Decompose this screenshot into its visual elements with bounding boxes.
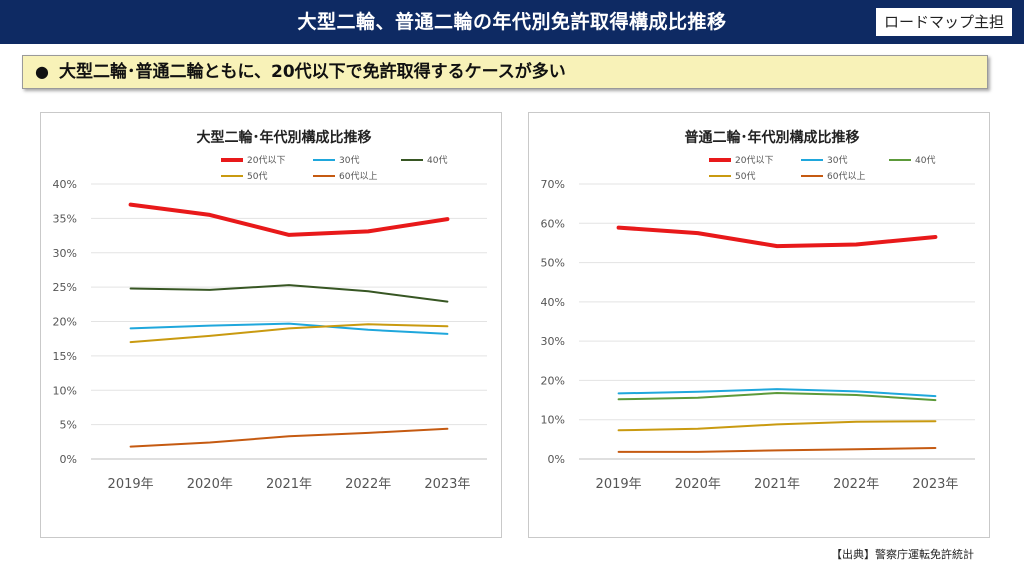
- chart-title: 大型二輪･年代別構成比推移: [197, 129, 372, 146]
- series-line-0: [616, 225, 938, 249]
- headline-text: 大型二輪･普通二輪ともに、20代以下で免許取得するケースが多い: [59, 62, 566, 82]
- chart-panel-normal-motorcycle: 普通二輪･年代別構成比推移 20代以下 30代 40代 50代 60代以上 0% 10% 20%…: [528, 112, 990, 538]
- y-tick-label: 40%: [541, 296, 565, 309]
- x-tick-label: 2022年: [833, 477, 879, 492]
- page-title: 大型二輪、普通二輪の年代別免許取得構成比推移: [297, 11, 727, 33]
- x-tick-label: 2023年: [424, 477, 470, 492]
- y-tick-label: 10%: [53, 384, 77, 397]
- y-tick-label: 15%: [53, 350, 77, 363]
- legend-label-1: 30代: [827, 155, 847, 166]
- y-tick-label: 40%: [53, 178, 77, 191]
- y-tick-label: 50%: [541, 257, 565, 270]
- series-line-1: [129, 322, 449, 335]
- chart-panel-large-motorcycle: 大型二輪･年代別構成比推移 20代以下 30代 40代 50代 60代以上 0% 5% 10% 1…: [40, 112, 502, 538]
- y-tick-label: 25%: [53, 281, 77, 294]
- x-tick-label: 2020年: [187, 477, 233, 492]
- legend-label-3: 50代: [735, 171, 755, 182]
- y-tick-label: 20%: [541, 374, 565, 387]
- y-tick-label: 0%: [60, 453, 77, 466]
- chart-title: 普通二輪･年代別構成比推移: [685, 129, 860, 146]
- x-tick-label: 2021年: [754, 477, 800, 492]
- legend-label-4: 60代以上: [827, 171, 865, 182]
- series-line-1: [617, 388, 937, 398]
- y-tick-label: 20%: [53, 316, 77, 329]
- y-tick-label: 10%: [541, 414, 565, 427]
- series-line-4: [129, 427, 449, 448]
- series-line-2: [129, 284, 449, 303]
- x-tick-label: 2019年: [108, 477, 154, 492]
- source-note: 【出典】警察庁運転免許統計: [831, 548, 974, 561]
- header-bar: 大型二輪、普通二輪の年代別免許取得構成比推移 ロードマップ主担: [0, 0, 1024, 44]
- x-tick-label: 2022年: [345, 477, 391, 492]
- y-tick-label: 5%: [60, 419, 77, 432]
- legend-label-2: 40代: [915, 155, 935, 166]
- series-line-2: [617, 392, 937, 402]
- headline-box: ● 大型二輪･普通二輪ともに、20代以下で免許取得するケースが多い: [22, 55, 988, 89]
- y-tick-label: 70%: [541, 178, 565, 191]
- x-tick-label: 2019年: [596, 477, 642, 492]
- series-line-3: [617, 420, 937, 432]
- legend-label-3: 50代: [247, 171, 267, 182]
- y-tick-label: 30%: [53, 247, 77, 260]
- x-tick-label: 2021年: [266, 477, 312, 492]
- y-tick-label: 30%: [541, 335, 565, 348]
- bullet-icon: ●: [35, 62, 49, 81]
- chart-normal-motorcycle: 普通二輪･年代別構成比推移 20代以下 30代 40代 50代 60代以上 0% 10% 20%…: [541, 129, 975, 492]
- series-line-3: [129, 323, 449, 344]
- y-tick-label: 0%: [548, 453, 565, 466]
- chart-large-motorcycle: 大型二輪･年代別構成比推移 20代以下 30代 40代 50代 60代以上 0% 5% 10% 1…: [53, 129, 487, 492]
- y-tick-label: 60%: [541, 217, 565, 230]
- roadmap-badge: ロードマップ主担: [873, 6, 1014, 38]
- legend-label-0: 20代以下: [735, 155, 773, 166]
- legend-label-4: 60代以上: [339, 171, 377, 182]
- legend-label-0: 20代以下: [247, 155, 285, 166]
- legend-label-2: 40代: [427, 155, 447, 166]
- series-line-4: [617, 447, 937, 453]
- x-tick-label: 2020年: [675, 477, 721, 492]
- x-tick-label: 2023年: [912, 477, 958, 492]
- series-line-0: [128, 202, 450, 237]
- legend-label-1: 30代: [339, 155, 359, 166]
- y-tick-label: 35%: [53, 212, 77, 225]
